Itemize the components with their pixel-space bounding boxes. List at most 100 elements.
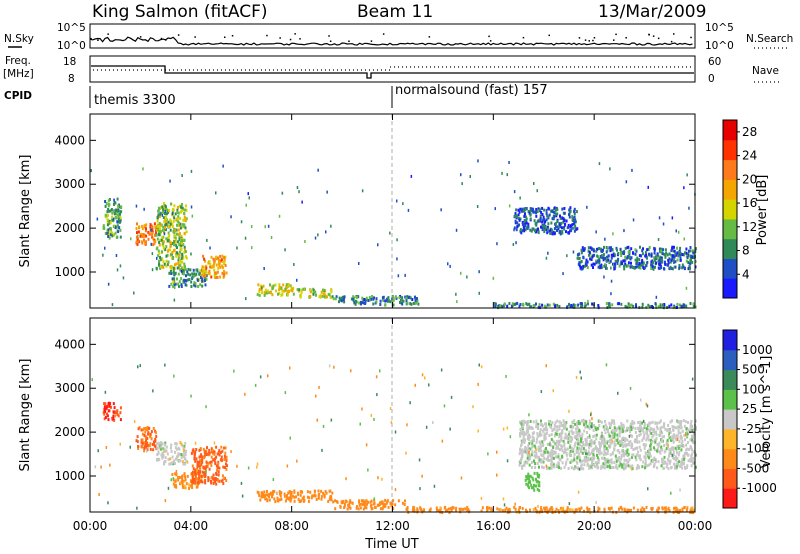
data-cell bbox=[222, 260, 225, 264]
data-cell bbox=[522, 302, 524, 306]
data-cell bbox=[590, 258, 593, 261]
data-cell bbox=[209, 263, 212, 266]
data-cell bbox=[620, 506, 623, 510]
data-cell bbox=[582, 420, 585, 424]
data-cell bbox=[172, 280, 175, 284]
data-cell bbox=[653, 251, 656, 255]
data-cell bbox=[580, 267, 583, 271]
data-cell bbox=[652, 430, 655, 433]
data-cell bbox=[359, 422, 361, 426]
data-cell bbox=[543, 227, 546, 231]
data-cell bbox=[196, 268, 199, 272]
data-cell bbox=[370, 413, 373, 417]
nsearch-dot bbox=[648, 33, 650, 36]
data-cell bbox=[604, 458, 607, 462]
data-cell bbox=[611, 439, 614, 443]
data-cell bbox=[506, 508, 509, 512]
data-cell bbox=[178, 280, 181, 284]
data-cell bbox=[520, 420, 523, 423]
data-cell bbox=[158, 446, 161, 450]
data-cell bbox=[570, 459, 573, 463]
data-cell bbox=[675, 229, 677, 233]
data-cell bbox=[632, 218, 635, 222]
data-cell bbox=[185, 217, 188, 221]
data-cell bbox=[685, 448, 688, 452]
data-cell bbox=[538, 489, 541, 493]
data-cell bbox=[110, 227, 112, 231]
data-cell bbox=[193, 272, 196, 276]
data-cell bbox=[343, 295, 346, 299]
data-cell bbox=[648, 463, 651, 467]
data-cell bbox=[520, 459, 522, 463]
data-cell bbox=[530, 453, 533, 457]
data-cell bbox=[152, 243, 155, 247]
data-cell bbox=[624, 304, 627, 308]
data-cell bbox=[538, 480, 541, 484]
data-cell bbox=[303, 498, 306, 502]
data-cell bbox=[113, 212, 116, 216]
data-cell bbox=[177, 215, 180, 219]
data-cell bbox=[676, 258, 679, 262]
data-cell bbox=[489, 509, 492, 513]
data-cell bbox=[544, 220, 547, 224]
data-cell bbox=[679, 445, 681, 449]
data-cell bbox=[502, 427, 505, 431]
data-cell bbox=[350, 369, 352, 373]
data-cell bbox=[611, 466, 614, 470]
data-cell bbox=[578, 467, 581, 471]
data-cell bbox=[100, 465, 102, 469]
data-cell bbox=[562, 423, 565, 427]
data-cell bbox=[518, 463, 521, 467]
data-cell bbox=[149, 225, 152, 229]
data-cell bbox=[199, 466, 202, 470]
data-cell bbox=[683, 303, 686, 307]
data-cell bbox=[260, 493, 263, 496]
data-cell bbox=[164, 215, 167, 219]
data-cell bbox=[648, 245, 651, 249]
data-cell bbox=[477, 429, 479, 433]
data-cell bbox=[116, 268, 119, 272]
data-cell bbox=[647, 303, 650, 307]
ytick-label: 3000 bbox=[54, 381, 85, 395]
data-cell bbox=[143, 447, 146, 450]
data-cell bbox=[205, 453, 208, 456]
data-cell bbox=[529, 217, 532, 221]
data-cell bbox=[615, 246, 618, 250]
data-cell bbox=[624, 262, 627, 266]
data-cell bbox=[521, 466, 524, 470]
data-cell bbox=[256, 465, 258, 469]
data-cell bbox=[641, 305, 644, 309]
data-cell bbox=[141, 241, 144, 245]
data-cell bbox=[620, 254, 623, 257]
data-cell bbox=[215, 464, 218, 468]
data-cell bbox=[114, 226, 117, 230]
data-cell bbox=[171, 265, 174, 269]
data-cell bbox=[521, 439, 524, 443]
data-cell bbox=[158, 222, 161, 225]
data-cell bbox=[209, 265, 212, 269]
data-cell bbox=[196, 465, 199, 469]
data-cell bbox=[608, 507, 611, 511]
data-cell bbox=[359, 506, 362, 510]
data-cell bbox=[224, 255, 227, 259]
data-cell bbox=[539, 442, 542, 445]
data-cell bbox=[623, 462, 625, 466]
data-cell bbox=[247, 466, 250, 470]
data-cell bbox=[163, 449, 166, 453]
data-cell bbox=[558, 448, 561, 452]
data-cell bbox=[157, 225, 160, 229]
data-cell bbox=[119, 418, 122, 422]
data-cell bbox=[628, 428, 631, 432]
data-cell bbox=[137, 230, 140, 234]
data-cell bbox=[180, 234, 183, 238]
data-cell bbox=[161, 242, 164, 246]
nsearch-dot bbox=[489, 40, 492, 42]
data-cell bbox=[270, 236, 273, 239]
data-cell bbox=[212, 264, 215, 268]
data-cell bbox=[567, 440, 570, 444]
data-cell bbox=[578, 264, 581, 268]
data-cell bbox=[685, 443, 688, 447]
data-cell bbox=[118, 226, 121, 230]
data-cell bbox=[662, 248, 665, 252]
data-cell bbox=[598, 257, 601, 261]
